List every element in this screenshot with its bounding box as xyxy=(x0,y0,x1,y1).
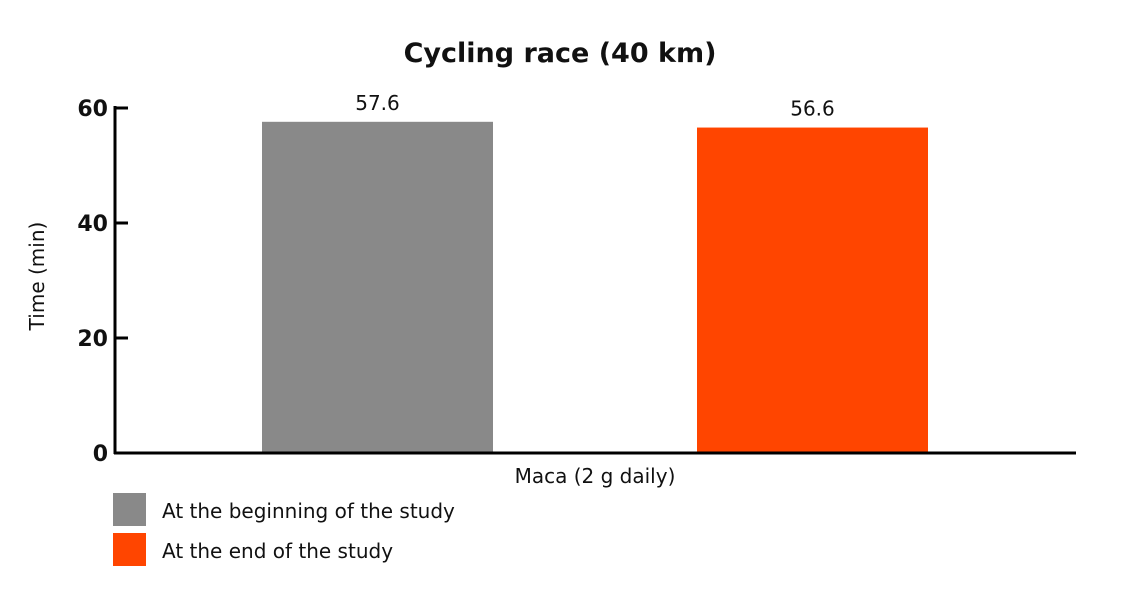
legend-label: At the end of the study xyxy=(162,539,393,563)
y-axis-label: Time (min) xyxy=(25,222,49,332)
bar-value-label: 57.6 xyxy=(355,91,400,115)
y-tick-label: 20 xyxy=(77,327,108,352)
x-axis-label: Maca (2 g daily) xyxy=(515,464,676,488)
y-tick-label: 60 xyxy=(77,97,108,122)
legend-swatch xyxy=(113,533,146,566)
y-tick-label: 40 xyxy=(77,212,108,237)
chart-title: Cycling race (40 km) xyxy=(404,38,717,69)
bar xyxy=(262,121,493,454)
bar-value-label: 56.6 xyxy=(790,97,835,121)
legend-swatch xyxy=(113,493,146,526)
y-tick-label: 0 xyxy=(93,442,108,467)
legend-label: At the beginning of the study xyxy=(162,499,455,523)
bar xyxy=(697,127,928,454)
